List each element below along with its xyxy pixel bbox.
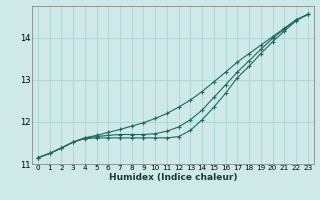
- X-axis label: Humidex (Indice chaleur): Humidex (Indice chaleur): [108, 173, 237, 182]
